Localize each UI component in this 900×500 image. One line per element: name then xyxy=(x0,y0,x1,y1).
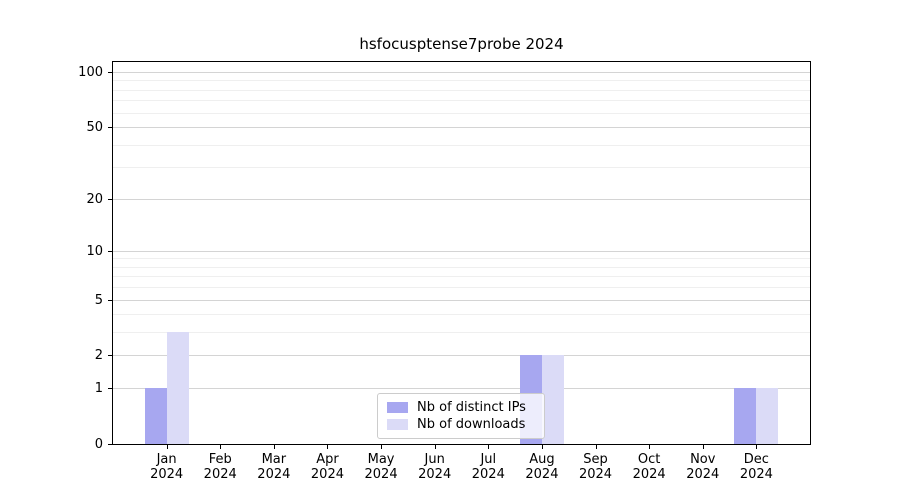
bar-nb-of-distinct-ips-jan xyxy=(144,388,167,444)
legend-swatch-downloads-icon xyxy=(387,419,408,430)
gridline-minor-9 xyxy=(113,258,810,259)
x-tick-label-apr: Apr 2024 xyxy=(310,452,344,482)
gridline-major-10 xyxy=(113,251,810,252)
y-tick-label-10: 10 xyxy=(86,243,103,259)
x-tick-feb xyxy=(220,445,222,449)
y-tick-label-5: 5 xyxy=(94,292,103,308)
legend-swatch-distinct-ips-icon xyxy=(387,402,408,413)
x-tick-jul xyxy=(488,445,490,449)
y-tick-1 xyxy=(108,388,112,390)
gridline-minor-60 xyxy=(113,113,810,114)
x-tick-jun xyxy=(434,445,436,449)
bar-nb-of-distinct-ips-dec xyxy=(734,388,757,444)
gridline-major-2 xyxy=(113,355,810,356)
bar-nb-of-downloads-jan xyxy=(166,332,189,444)
legend-row-downloads: Nb of downloads xyxy=(387,416,535,433)
chart-title: hsfocusptense7probe 2024 xyxy=(359,35,564,53)
legend-label-downloads: Nb of downloads xyxy=(417,417,526,432)
gridline-minor-90 xyxy=(113,80,810,81)
y-tick-0 xyxy=(108,444,112,445)
y-tick-label-0: 0 xyxy=(94,437,103,452)
gridline-major-20 xyxy=(113,199,810,200)
gridline-major-100 xyxy=(113,72,810,73)
gridline-minor-3 xyxy=(113,332,810,333)
gridline-minor-30 xyxy=(113,167,810,168)
legend-label-distinct-ips: Nb of distinct IPs xyxy=(417,400,526,415)
x-tick-label-jun: Jun 2024 xyxy=(418,452,452,482)
x-tick-apr xyxy=(327,445,329,449)
x-tick-aug xyxy=(541,445,543,449)
plot-area: Nb of distinct IPs Nb of downloads 0 1 2 5 1… xyxy=(78,61,811,482)
bar-nb-of-downloads-dec xyxy=(756,388,779,444)
x-tick-mar xyxy=(273,445,275,449)
y-tick-2 xyxy=(108,355,112,357)
y-tick-50 xyxy=(108,127,112,129)
x-tick-label-aug: Aug 2024 xyxy=(525,452,559,482)
y-tick-label-1: 1 xyxy=(94,381,103,397)
x-tick-dec xyxy=(756,445,758,449)
x-tick-label-mar: Mar 2024 xyxy=(257,452,291,482)
gridline-minor-6 xyxy=(113,287,810,288)
y-tick-100 xyxy=(108,71,112,73)
x-tick-may xyxy=(381,445,383,449)
y-tick-label-2: 2 xyxy=(94,348,103,364)
gridline-minor-8 xyxy=(113,267,810,268)
x-tick-label-jul: Jul 2024 xyxy=(471,452,505,482)
x-tick-oct xyxy=(649,445,651,449)
x-tick-label-feb: Feb 2024 xyxy=(203,452,237,482)
y-tick-label-20: 20 xyxy=(86,191,103,207)
legend-row-distinct-ips: Nb of distinct IPs xyxy=(387,399,535,416)
y-tick-label-50: 50 xyxy=(86,120,103,136)
gridline-minor-7 xyxy=(113,276,810,277)
bar-nb-of-downloads-aug xyxy=(541,355,564,444)
gridline-minor-4 xyxy=(113,314,810,315)
x-tick-sep xyxy=(595,445,597,449)
x-tick-nov xyxy=(702,445,704,449)
x-tick-label-sep: Sep 2024 xyxy=(578,452,613,482)
y-tick-10 xyxy=(108,250,112,252)
legend: Nb of distinct IPs Nb of downloads xyxy=(377,393,545,439)
x-tick-label-nov: Nov 2024 xyxy=(686,452,720,482)
x-tick-label-jan: Jan 2024 xyxy=(150,452,184,482)
gridline-minor-80 xyxy=(113,90,810,91)
y-tick-20 xyxy=(108,198,112,200)
gridline-major-5 xyxy=(113,300,810,301)
gridline-minor-70 xyxy=(113,100,810,101)
x-tick-label-oct: Oct 2024 xyxy=(632,452,666,482)
x-tick-label-may: May 2024 xyxy=(364,452,398,482)
y-tick-label-100: 100 xyxy=(78,64,103,80)
y-tick-5 xyxy=(108,299,112,301)
x-tick-jan xyxy=(166,445,168,449)
gridline-major-1 xyxy=(113,388,810,389)
gridline-minor-40 xyxy=(113,145,810,146)
gridline-major-50 xyxy=(113,127,810,128)
x-tick-label-dec: Dec 2024 xyxy=(739,452,773,482)
